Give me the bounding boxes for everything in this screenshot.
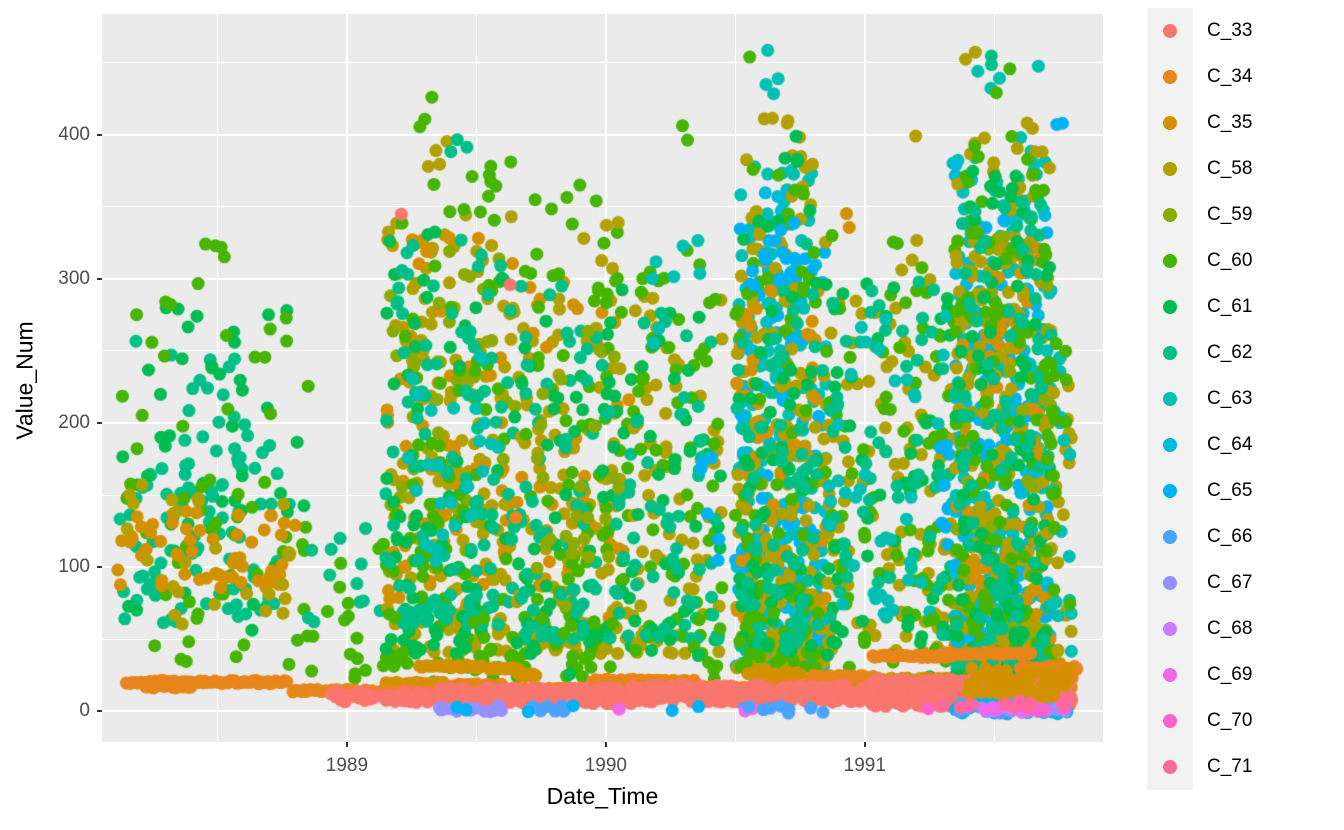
legend-label: C_66 xyxy=(1207,526,1253,547)
legend-item: C_65 xyxy=(1147,468,1252,514)
legend-key xyxy=(1147,330,1193,376)
y-tick-label: 200 xyxy=(58,412,90,433)
legend-item: C_60 xyxy=(1147,238,1252,284)
legend-item: C_71 xyxy=(1147,744,1252,790)
legend-label: C_35 xyxy=(1207,112,1253,133)
legend-item: C_69 xyxy=(1147,652,1252,698)
legend-label: C_59 xyxy=(1207,204,1253,225)
x-tick-label: 1991 xyxy=(843,755,886,776)
legend-key xyxy=(1147,514,1193,560)
legend-item: C_64 xyxy=(1147,422,1252,468)
y-tick-mark xyxy=(97,277,102,280)
legend-label: C_69 xyxy=(1207,664,1253,685)
legend-key xyxy=(1147,100,1193,146)
legend-key xyxy=(1147,744,1193,790)
legend-point-icon xyxy=(1163,392,1177,406)
y-tick-label: 400 xyxy=(58,123,90,145)
legend-key xyxy=(1147,560,1193,606)
legend-point-icon xyxy=(1163,254,1177,268)
y-tick-mark xyxy=(97,422,102,424)
legend-point-icon xyxy=(1163,70,1177,84)
legend-point-icon xyxy=(1163,530,1177,544)
y-tick-mark xyxy=(97,566,102,569)
legend-key xyxy=(1147,146,1193,192)
legend-label: C_65 xyxy=(1207,480,1253,501)
legend-label: C_63 xyxy=(1207,388,1253,409)
legend-label: C_34 xyxy=(1207,66,1253,87)
legend-key xyxy=(1147,284,1193,330)
legend-point-icon xyxy=(1163,714,1177,728)
legend-point-icon xyxy=(1163,162,1177,176)
legend-label: C_33 xyxy=(1207,20,1253,41)
legend-item: C_66 xyxy=(1147,514,1252,560)
legend-key xyxy=(1147,376,1193,422)
y-tick-label: 100 xyxy=(58,556,90,578)
legend-label: C_64 xyxy=(1207,434,1253,455)
legend-point-icon xyxy=(1163,668,1177,682)
legend-label: C_61 xyxy=(1207,296,1253,317)
x-tick-mark xyxy=(863,742,866,747)
legend-key xyxy=(1147,468,1193,514)
x-axis-title: Date_Time xyxy=(546,783,659,809)
x-tick-label: 1989 xyxy=(325,755,369,776)
legend-point-icon xyxy=(1163,760,1177,774)
legend-label: C_60 xyxy=(1207,250,1253,271)
y-axis-title: Value_Num xyxy=(11,321,38,440)
legend-item: C_59 xyxy=(1147,192,1252,238)
x-tick-label: 1990 xyxy=(584,755,627,776)
legend-label: C_62 xyxy=(1207,342,1253,363)
legend-key xyxy=(1147,652,1193,698)
y-tick-mark xyxy=(97,710,102,713)
legend-point-icon xyxy=(1163,438,1177,452)
legend-item: C_61 xyxy=(1147,284,1252,330)
y-tick-mark xyxy=(97,133,102,136)
legend: C_33 C_34 C_35 C_58 C_59 C_60 C_61 C_62 C_63 C_64… xyxy=(1147,8,1252,790)
legend-key xyxy=(1147,8,1193,54)
legend-point-icon xyxy=(1163,576,1177,590)
legend-point-icon xyxy=(1163,116,1177,130)
legend-item: C_34 xyxy=(1147,54,1252,100)
legend-point-icon xyxy=(1163,208,1177,222)
legend-point-icon xyxy=(1163,300,1177,314)
legend-item: C_67 xyxy=(1147,560,1252,606)
legend-point-icon xyxy=(1163,346,1177,360)
legend-item: C_58 xyxy=(1147,146,1252,192)
legend-label: C_58 xyxy=(1207,158,1253,179)
legend-item: C_35 xyxy=(1147,100,1252,146)
legend-key xyxy=(1147,422,1193,468)
legend-point-icon xyxy=(1163,24,1177,38)
legend-point-icon xyxy=(1163,622,1177,636)
legend-key xyxy=(1147,606,1193,652)
legend-item: C_70 xyxy=(1147,698,1252,744)
x-tick-mark xyxy=(345,742,348,747)
legend-point-icon xyxy=(1163,484,1177,498)
legend-label: C_68 xyxy=(1207,618,1253,639)
legend-label: C_71 xyxy=(1207,756,1253,777)
legend-item: C_62 xyxy=(1147,330,1252,376)
legend-key xyxy=(1147,54,1193,100)
legend-item: C_33 xyxy=(1147,8,1252,54)
legend-item: C_68 xyxy=(1147,606,1252,652)
y-tick-label: 0 xyxy=(79,700,90,722)
legend-label: C_70 xyxy=(1207,710,1253,731)
legend-label: C_67 xyxy=(1207,572,1253,593)
legend-key xyxy=(1147,192,1193,238)
legend-key xyxy=(1147,238,1193,284)
x-tick-mark xyxy=(604,742,607,747)
legend-item: C_63 xyxy=(1147,376,1252,422)
legend-key xyxy=(1147,698,1193,744)
y-tick-label: 300 xyxy=(58,267,90,289)
